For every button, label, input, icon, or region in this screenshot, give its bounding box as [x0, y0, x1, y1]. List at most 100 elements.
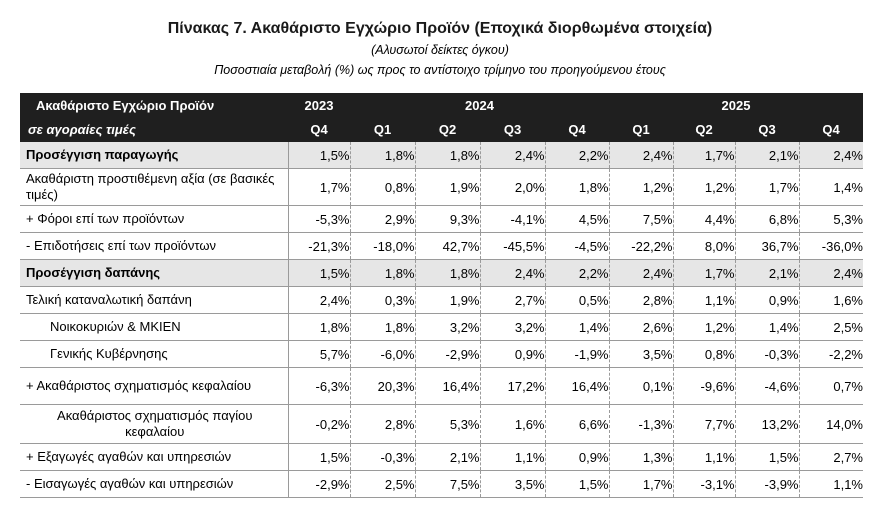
table-cell: 9,3%	[415, 205, 481, 233]
table-cell: -3,9%	[735, 470, 800, 498]
table-cell: 1,5%	[288, 443, 351, 471]
table-body: Προσέγγιση παραγωγής 1,5% 1,8% 1,8% 2,4%…	[20, 142, 863, 498]
table-cell: -1,9%	[545, 340, 610, 368]
quarter-header: Q1	[609, 117, 673, 142]
table-cell: -2,9%	[415, 340, 481, 368]
table-row: Προσέγγιση δαπάνης 1,5% 1,8% 1,8% 2,4% 2…	[20, 259, 863, 287]
table-cell: 1,4%	[735, 313, 800, 341]
table-cell: -22,2%	[609, 232, 674, 260]
table-cell: -1,3%	[609, 404, 674, 444]
table-cell: 2,6%	[609, 313, 674, 341]
table-cell: 2,5%	[799, 313, 863, 341]
table-cell: 1,8%	[288, 313, 351, 341]
table-cell: 0,9%	[735, 286, 800, 314]
table-cell: 2,2%	[545, 259, 610, 287]
row-label: Προσέγγιση παραγωγής	[20, 142, 289, 169]
table-cell: 2,0%	[480, 168, 546, 206]
table-cell: 0,8%	[350, 168, 416, 206]
quarter-header: Q3	[480, 117, 545, 142]
table-cell: 1,1%	[673, 443, 736, 471]
table-cell: 13,2%	[735, 404, 800, 444]
table-cell: 1,5%	[545, 470, 610, 498]
row-label: Ακαθάριστος σχηματισμός παγίου κεφαλαίου	[20, 404, 289, 444]
table-cell: 1,8%	[350, 142, 416, 169]
table-cell: 1,4%	[545, 313, 610, 341]
quarter-header: Q2	[415, 117, 480, 142]
year-2024: 2024	[350, 93, 609, 117]
table-cell: 2,7%	[799, 443, 863, 471]
table-cell: 16,4%	[415, 367, 481, 405]
table-cell: 5,7%	[288, 340, 351, 368]
table-row: Προσέγγιση παραγωγής 1,5% 1,8% 1,8% 2,4%…	[20, 142, 863, 169]
table-cell: 36,7%	[735, 232, 800, 260]
table-cell: -5,3%	[288, 205, 351, 233]
table-cell: -21,3%	[288, 232, 351, 260]
table-cell: 7,5%	[415, 470, 481, 498]
table-cell: 0,1%	[609, 367, 674, 405]
row-label: - Επιδοτήσεις επί των προϊόντων	[20, 232, 289, 260]
table-cell: 3,5%	[480, 470, 546, 498]
header-row-years: Ακαθάριστο Εγχώριο Προϊόν 2023 2024 2025	[20, 93, 863, 117]
row-label: + Ακαθάριστος σχηματισμός κεφαλαίου	[20, 367, 289, 405]
header-row-sublabel: σε αγοραίες τιμές	[20, 117, 288, 142]
table-cell: 2,4%	[799, 259, 863, 287]
table-cell: 1,7%	[609, 470, 674, 498]
table-cell: 1,6%	[799, 286, 863, 314]
table-cell: 1,8%	[350, 259, 416, 287]
table-cell: 42,7%	[415, 232, 481, 260]
table-cell: 2,8%	[350, 404, 416, 444]
table-cell: 1,1%	[673, 286, 736, 314]
table-cell: 5,3%	[415, 404, 481, 444]
row-label: Τελική καταναλωτική δαπάνη	[20, 286, 289, 314]
table-cell: -2,9%	[288, 470, 351, 498]
table-description: Ποσοστιαία μεταβολή (%) ως προς το αντίσ…	[214, 63, 666, 77]
table-cell: 3,2%	[480, 313, 546, 341]
table-cell: -0,3%	[350, 443, 416, 471]
table-row: + Εξαγωγές αγαθών και υπηρεσιών 1,5% -0,…	[20, 443, 863, 471]
table-cell: 2,2%	[545, 142, 610, 169]
table-cell: 0,5%	[545, 286, 610, 314]
table-cell: 0,3%	[350, 286, 416, 314]
table-cell: 16,4%	[545, 367, 610, 405]
table-cell: 7,5%	[609, 205, 674, 233]
table-subtitle: (Αλυσωτοί δείκτες όγκου)	[371, 43, 509, 57]
table-cell: 1,9%	[415, 286, 481, 314]
row-label: - Εισαγωγές αγαθών και υπηρεσιών	[20, 470, 289, 498]
table-cell: 1,7%	[288, 168, 351, 206]
row-label: Προσέγγιση δαπάνης	[20, 259, 289, 287]
table-cell: 2,4%	[480, 142, 546, 169]
table-cell: 1,8%	[545, 168, 610, 206]
table-cell: 3,2%	[415, 313, 481, 341]
table-row: Ακαθάριστη προστιθέμενη αξία (σε βασικές…	[20, 168, 863, 206]
table-cell: 1,8%	[350, 313, 416, 341]
table-cell: -9,6%	[673, 367, 736, 405]
table-cell: 0,9%	[545, 443, 610, 471]
table-header: Ακαθάριστο Εγχώριο Προϊόν 2023 2024 2025…	[20, 93, 863, 142]
table-cell: -2,2%	[799, 340, 863, 368]
table-cell: 1,9%	[415, 168, 481, 206]
table-cell: -45,5%	[480, 232, 546, 260]
table-cell: 2,4%	[609, 259, 674, 287]
row-label: Νοικοκυριών & ΜΚΙΕΝ	[20, 313, 289, 341]
table-cell: 3,5%	[609, 340, 674, 368]
table-cell: 4,5%	[545, 205, 610, 233]
table-row: - Εισαγωγές αγαθών και υπηρεσιών -2,9% 2…	[20, 470, 863, 498]
year-2023: 2023	[288, 93, 350, 117]
table-cell: 0,9%	[480, 340, 546, 368]
quarter-header: Q1	[350, 117, 415, 142]
table-row: Ακαθάριστος σχηματισμός παγίου κεφαλαίου…	[20, 404, 863, 444]
table-cell: -4,5%	[545, 232, 610, 260]
table-cell: -6,3%	[288, 367, 351, 405]
table-cell: 4,4%	[673, 205, 736, 233]
table-cell: 6,6%	[545, 404, 610, 444]
table-cell: 1,4%	[799, 168, 863, 206]
table-row: Γενικής Κυβέρνησης 5,7% -6,0% -2,9% 0,9%…	[20, 340, 863, 368]
table-cell: 17,2%	[480, 367, 546, 405]
table-cell: 20,3%	[350, 367, 416, 405]
table-cell: 1,1%	[480, 443, 546, 471]
row-label: + Εξαγωγές αγαθών και υπηρεσιών	[20, 443, 289, 471]
table-cell: 1,7%	[673, 142, 736, 169]
table-cell: 0,7%	[799, 367, 863, 405]
table-cell: 2,1%	[415, 443, 481, 471]
table-cell: 2,4%	[288, 286, 351, 314]
